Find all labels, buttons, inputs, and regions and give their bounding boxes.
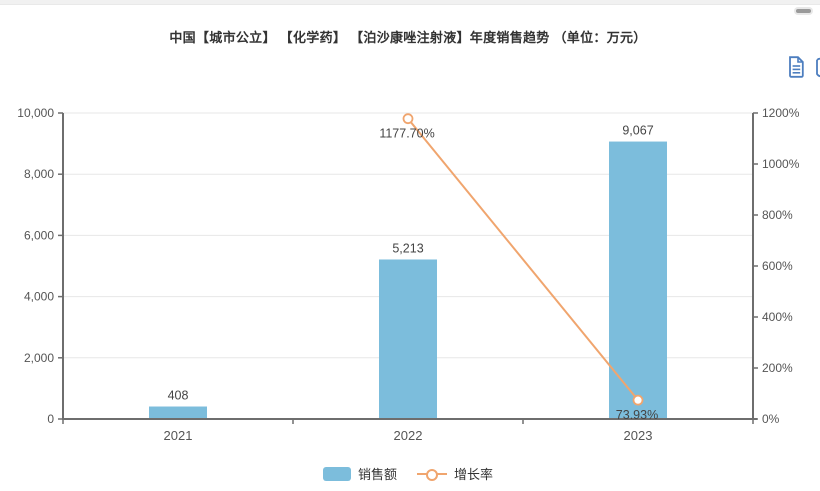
growth-value-label: 73.93% (616, 408, 658, 422)
line-series-label: 增长率 (454, 467, 494, 482)
growth-line (407, 118, 639, 401)
bar-series-swatch (322, 466, 351, 481)
bar-value-label: 5,213 (392, 241, 423, 255)
clipped-edge-icon[interactable] (815, 57, 820, 78)
data-view-icon[interactable] (787, 56, 805, 78)
y-axis-right-label: 800% (762, 208, 793, 222)
chart-title: 中国【城市公立】 【化学药】 【泊沙康唑注射液】年度销售趋势 （单位：万元） (169, 30, 647, 45)
line-series-marker (417, 468, 447, 481)
y-axis-right-label: 400% (762, 310, 793, 324)
bar-value-label: 9,067 (622, 124, 653, 138)
top-divider (0, 0, 820, 5)
toolbox (787, 56, 805, 78)
growth-value-label: 1177.70% (379, 127, 434, 141)
bar-value-label: 408 (168, 389, 189, 403)
y-axis-right-label: 200% (762, 361, 793, 375)
bar-series-label: 销售额 (357, 467, 397, 482)
y-axis-right-label: 0% (762, 412, 780, 426)
x-axis-label-2022: 2022 (394, 428, 423, 443)
growth-line-marker[interactable] (632, 394, 644, 406)
minimize-icon[interactable] (796, 9, 811, 13)
line-series-circle-icon (426, 468, 438, 481)
growth-line-marker[interactable] (402, 113, 414, 125)
bar-2022[interactable] (379, 259, 437, 419)
y-axis-left-label: 2,000 (24, 351, 54, 365)
y-axis-left-label: 10,000 (17, 106, 54, 120)
x-axis-label-2023: 2023 (624, 428, 653, 443)
legend: 销售额 增长率 (0, 464, 816, 483)
chart-plot-area: 408 5,213 9,067 0 2,000 4,000 6,000 8,000 10,000… (17, 106, 800, 443)
y-axis-right-label: 600% (762, 259, 793, 273)
y-axis-left-label: 4,000 (24, 290, 54, 304)
x-axis-label-2021: 2021 (164, 428, 193, 443)
bar-2021[interactable] (149, 406, 207, 419)
y-axis-left-label: 0 (47, 412, 54, 426)
legend-item-sales[interactable]: 销售额 (322, 464, 397, 483)
y-axis-left-label: 6,000 (24, 228, 54, 242)
y-axis-right-label: 1200% (762, 106, 800, 120)
y-axis-left-label: 8,000 (24, 167, 54, 181)
bar-2023[interactable] (609, 141, 667, 419)
y-axis-right-label: 1000% (762, 157, 800, 171)
legend-item-growth[interactable]: 增长率 (417, 464, 493, 483)
